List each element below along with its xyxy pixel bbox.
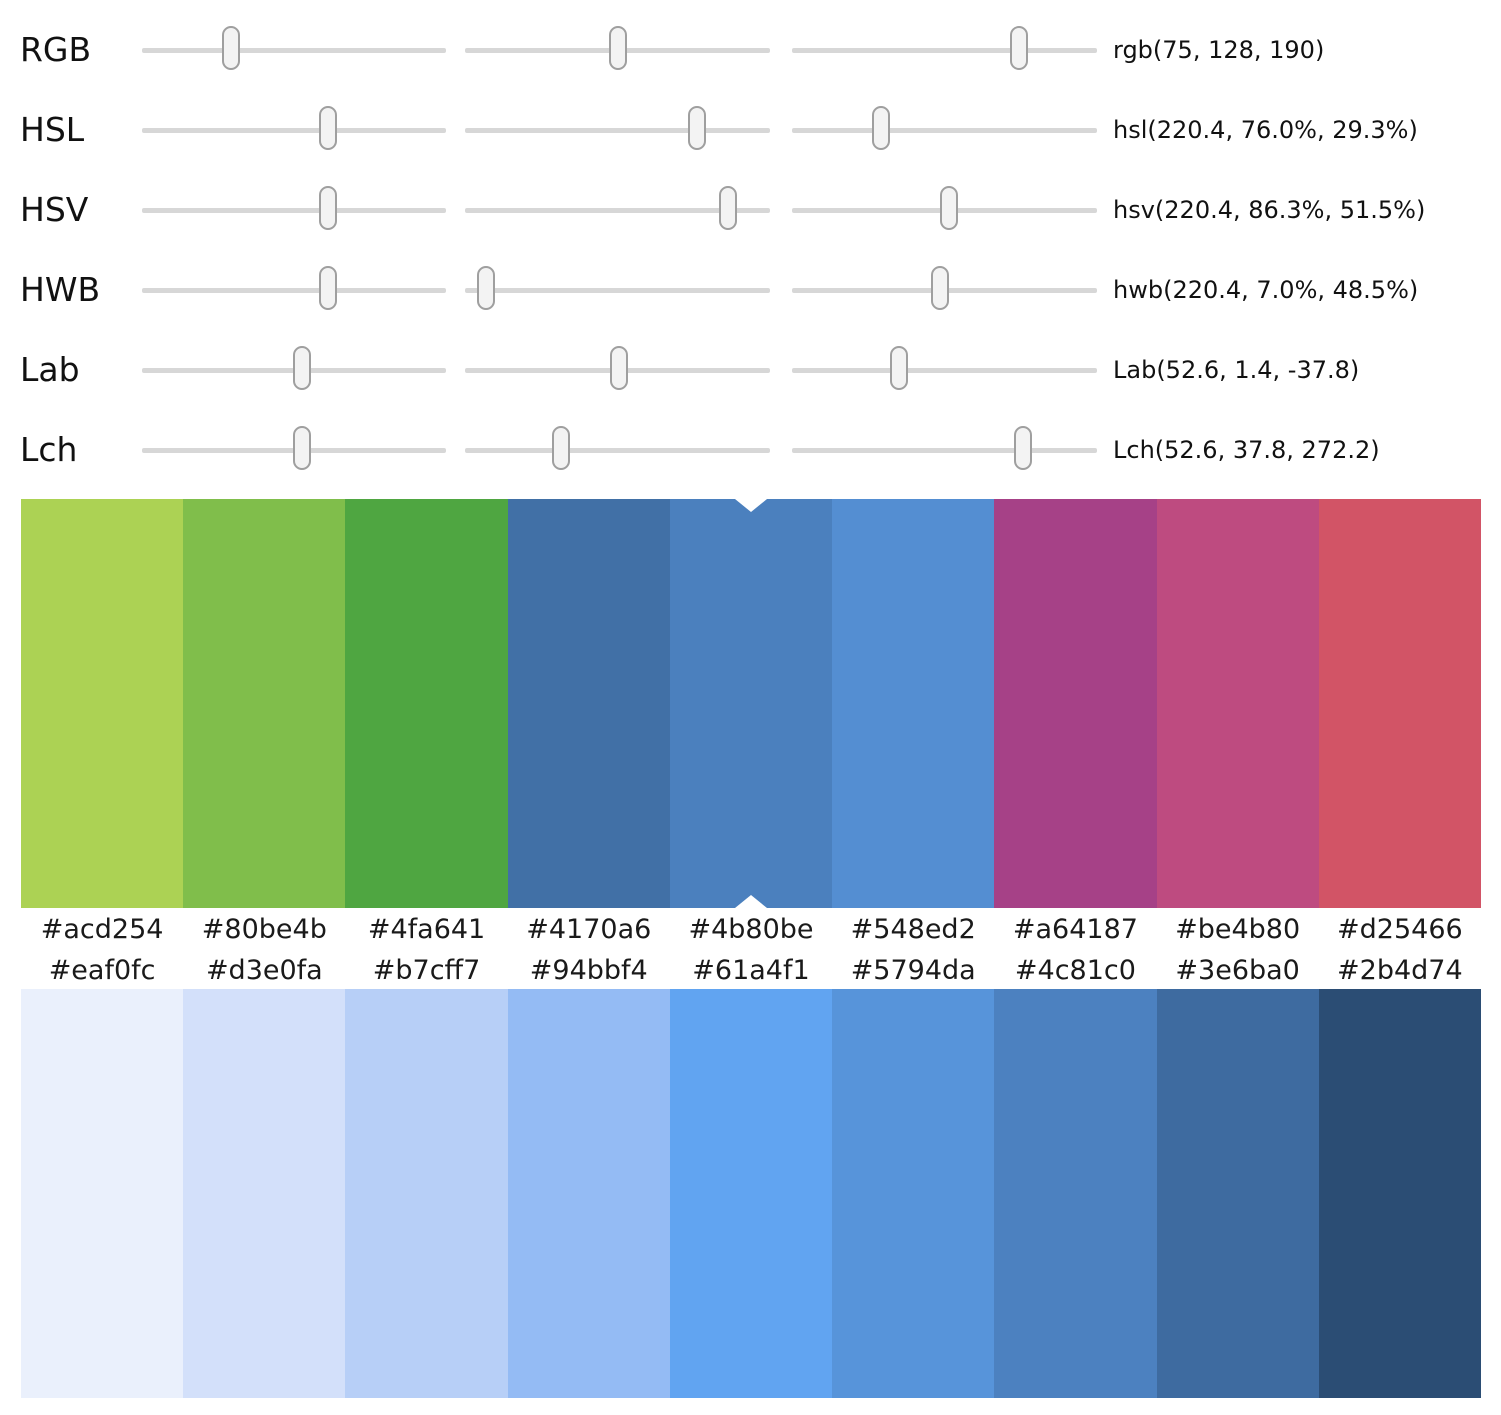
- slider-thumb-hwb-1[interactable]: [319, 266, 338, 310]
- swatch-4c81c0[interactable]: [994, 989, 1157, 1398]
- hex-label: #4fa641: [367, 914, 486, 945]
- slider-row-label: HWB: [20, 270, 101, 309]
- hex-label: #94bbf4: [529, 955, 648, 986]
- scheme-palette: [21, 499, 1481, 908]
- hex-label: #5794da: [850, 955, 976, 986]
- swatch-be4b80[interactable]: [1156, 499, 1319, 908]
- slider-value-readout: Lab(52.6, 1.4, -37.8): [1113, 356, 1360, 384]
- hex-label: #acd254: [40, 914, 164, 945]
- selected-color-notch-top: [734, 499, 767, 512]
- slider-track-hsl-3[interactable]: [792, 106, 1097, 150]
- slider-thumb-hsl-3[interactable]: [872, 106, 891, 150]
- swatch-548ed2[interactable]: [832, 499, 995, 908]
- slider-track-hsv-1[interactable]: [142, 186, 446, 230]
- slider-row-label: HSL: [20, 110, 85, 149]
- slider-value-readout: hsv(220.4, 86.3%, 51.5%): [1113, 196, 1426, 224]
- slider-track-hsv-2[interactable]: [465, 186, 770, 230]
- slider-track-lab-2[interactable]: [465, 346, 770, 390]
- slider-row-label: Lab: [20, 350, 80, 389]
- hex-label: #d3e0fa: [205, 955, 323, 986]
- slider-track-hwb-1[interactable]: [142, 266, 446, 310]
- slider-thumb-lch-2[interactable]: [552, 426, 571, 470]
- swatch-94bbf4[interactable]: [507, 989, 670, 1398]
- slider-track-hwb-3[interactable]: [792, 266, 1097, 310]
- slider-thumb-hsv-3[interactable]: [940, 186, 959, 230]
- slider-row-lab: Lab Lab(52.6, 1.4, -37.8): [0, 330, 1501, 410]
- hex-label: #4170a6: [526, 914, 652, 945]
- hex-label: #b7cff7: [372, 955, 481, 986]
- slider-row-lch: Lch Lch(52.6, 37.8, 272.2): [0, 410, 1501, 490]
- slider-value-readout: Lch(52.6, 37.8, 272.2): [1113, 436, 1380, 464]
- slider-thumb-hsv-2[interactable]: [719, 186, 738, 230]
- slider-thumb-hsl-2[interactable]: [687, 106, 706, 150]
- slider-panel: RGB rgb(75, 128, 190) HSL hsl(220.4, 76.0%,…: [0, 0, 1501, 490]
- swatch-acd254[interactable]: [21, 499, 184, 908]
- slider-thumb-hsl-1[interactable]: [319, 106, 338, 150]
- hex-label: #a64187: [1012, 914, 1138, 945]
- hex-label: #eaf0fc: [48, 955, 156, 986]
- swatch-d25466[interactable]: [1318, 499, 1481, 908]
- slider-track-hsl-1[interactable]: [142, 106, 446, 150]
- slider-thumb-rgb-3[interactable]: [1010, 26, 1029, 70]
- scheme-hex-labels: #acd254 #80be4b #4fa641 #4170a6 #4b80be #548e…: [21, 912, 1481, 948]
- swatch-80be4b[interactable]: [183, 499, 346, 908]
- hex-label: #548ed2: [850, 914, 976, 945]
- slider-value-readout: rgb(75, 128, 190): [1113, 36, 1325, 64]
- hex-label: #be4b80: [1175, 914, 1301, 945]
- slider-row-hwb: HWB hwb(220.4, 7.0%, 48.5%): [0, 250, 1501, 330]
- slider-thumb-hwb-2[interactable]: [477, 266, 496, 310]
- slider-thumb-rgb-1[interactable]: [222, 26, 241, 70]
- slider-thumb-lch-1[interactable]: [292, 426, 311, 470]
- hex-label: #61a4f1: [692, 955, 810, 986]
- hex-label: #d25466: [1337, 914, 1463, 945]
- slider-row-label: Lch: [20, 430, 78, 469]
- slider-thumb-hsv-1[interactable]: [319, 186, 338, 230]
- hex-label: #3e6ba0: [1175, 955, 1300, 986]
- slider-track-rgb-2[interactable]: [465, 26, 770, 70]
- slider-track-hsv-3[interactable]: [792, 186, 1097, 230]
- slider-track-lch-2[interactable]: [465, 426, 770, 470]
- slider-thumb-lab-2[interactable]: [610, 346, 629, 390]
- slider-thumb-lab-3[interactable]: [890, 346, 909, 390]
- swatch-eaf0fc[interactable]: [21, 989, 184, 1398]
- swatch-4fa641[interactable]: [345, 499, 508, 908]
- hex-label: #4b80be: [688, 914, 814, 945]
- slider-track-rgb-3[interactable]: [792, 26, 1097, 70]
- slider-track-lch-1[interactable]: [142, 426, 446, 470]
- slider-row-label: RGB: [20, 30, 92, 69]
- slider-thumb-lab-1[interactable]: [292, 346, 311, 390]
- slider-row-hsv: HSV hsv(220.4, 86.3%, 51.5%): [0, 170, 1501, 250]
- slider-value-readout: hwb(220.4, 7.0%, 48.5%): [1113, 276, 1419, 304]
- swatch-2b4d74[interactable]: [1318, 989, 1481, 1398]
- slider-track-lab-1[interactable]: [142, 346, 446, 390]
- selected-color-notch-bottom: [734, 895, 767, 908]
- swatch-3e6ba0[interactable]: [1156, 989, 1319, 1398]
- slider-row-rgb: RGB rgb(75, 128, 190): [0, 10, 1501, 90]
- slider-track-hsl-2[interactable]: [465, 106, 770, 150]
- slider-thumb-lch-3[interactable]: [1013, 426, 1032, 470]
- slider-row-label: HSV: [20, 190, 89, 229]
- swatch-5794da[interactable]: [832, 989, 995, 1398]
- hex-label: #2b4d74: [1337, 955, 1463, 986]
- swatch-61a4f1[interactable]: [669, 989, 833, 1398]
- slider-track-hwb-2[interactable]: [465, 266, 770, 310]
- slider-track-lab-3[interactable]: [792, 346, 1097, 390]
- hex-label: #4c81c0: [1014, 955, 1136, 986]
- swatch-b7cff7[interactable]: [345, 989, 508, 1398]
- slider-row-hsl: HSL hsl(220.4, 76.0%, 29.3%): [0, 90, 1501, 170]
- hex-label: #80be4b: [201, 914, 327, 945]
- swatch-4b80be[interactable]: [669, 499, 833, 908]
- slider-thumb-hwb-3[interactable]: [930, 266, 949, 310]
- slider-track-lch-3[interactable]: [792, 426, 1097, 470]
- slider-thumb-rgb-2[interactable]: [609, 26, 628, 70]
- swatch-d3e0fa[interactable]: [183, 989, 346, 1398]
- swatch-a64187[interactable]: [994, 499, 1157, 908]
- slider-value-readout: hsl(220.4, 76.0%, 29.3%): [1113, 116, 1418, 144]
- scale-palette: [21, 989, 1481, 1398]
- scale-hex-labels: #eaf0fc #d3e0fa #b7cff7 #94bbf4 #61a4f1 #5794…: [21, 953, 1481, 989]
- swatch-4170a6[interactable]: [507, 499, 670, 908]
- slider-track-rgb-1[interactable]: [142, 26, 446, 70]
